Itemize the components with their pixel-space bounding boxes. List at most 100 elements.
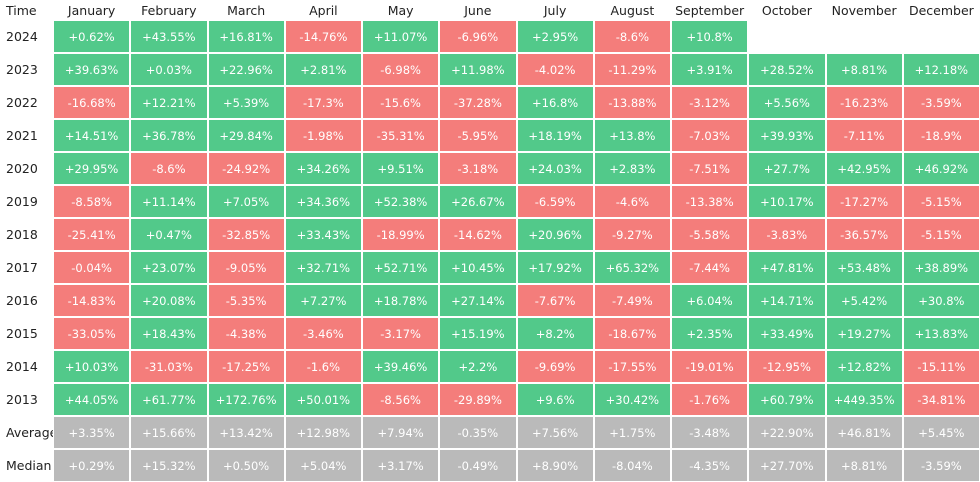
value-cell: +16.8% [516, 86, 594, 119]
value-cell: +32.71% [284, 251, 362, 284]
row-label: 2023 [6, 62, 38, 77]
value-cell: -17.25% [207, 350, 285, 383]
summary-cell: +8.81% [825, 449, 903, 482]
summary-cell: +46.81% [825, 416, 903, 449]
value-cell: -17.3% [284, 86, 362, 119]
value-cell: -5.58% [671, 218, 749, 251]
value-cell: +28.52% [748, 53, 826, 86]
value-cell: +10.17% [748, 185, 826, 218]
value-cell: -4.38% [207, 317, 285, 350]
summary-cell: +0.50% [207, 449, 285, 482]
value-cell: +10.8% [671, 20, 749, 53]
value-cell: -16.23% [825, 86, 903, 119]
value-cell: -18.99% [362, 218, 440, 251]
header-cell: November [831, 2, 897, 18]
summary-cell: +7.56% [516, 416, 594, 449]
value-cell: -25.41% [53, 218, 131, 251]
value-cell: +26.67% [439, 185, 517, 218]
summary-cell: -8.04% [593, 449, 671, 482]
value-cell: +9.6% [516, 383, 594, 416]
header-cell: August [610, 2, 655, 18]
summary-cell: +1.75% [593, 416, 671, 449]
value-cell: -24.92% [207, 152, 285, 185]
value-cell: -5.15% [902, 185, 980, 218]
summary-cell: +13.42% [207, 416, 285, 449]
value-cell: +29.84% [207, 119, 285, 152]
value-cell: -12.95% [748, 350, 826, 383]
value-cell: -1.98% [284, 119, 362, 152]
summary-cell: +5.04% [284, 449, 362, 482]
summary-cell: -3.48% [671, 416, 749, 449]
row-label: Average [6, 425, 58, 440]
value-cell: -5.15% [902, 218, 980, 251]
value-cell: +2.95% [516, 20, 594, 53]
header-cell: December [908, 2, 974, 18]
value-cell: +20.96% [516, 218, 594, 251]
value-cell: +10.45% [439, 251, 517, 284]
value-cell: -37.28% [439, 86, 517, 119]
value-cell: +2.2% [439, 350, 517, 383]
value-cell: +11.98% [439, 53, 517, 86]
value-cell: -18.9% [902, 119, 980, 152]
value-cell: +5.56% [748, 86, 826, 119]
value-cell: +27.7% [748, 152, 826, 185]
summary-cell: +7.94% [362, 416, 440, 449]
value-cell: -3.18% [439, 152, 517, 185]
value-cell: +7.05% [207, 185, 285, 218]
value-cell: +12.21% [130, 86, 208, 119]
value-cell: -11.29% [593, 53, 671, 86]
value-cell: -13.38% [671, 185, 749, 218]
value-cell: -18.67% [593, 317, 671, 350]
row-label: 2018 [6, 227, 38, 242]
value-cell: +449.35% [825, 383, 903, 416]
row-label: 2016 [6, 293, 38, 308]
value-cell: -4.02% [516, 53, 594, 86]
value-cell: -7.49% [593, 284, 671, 317]
row-label: 2020 [6, 161, 38, 176]
value-cell: +3.91% [671, 53, 749, 86]
value-cell: +65.32% [593, 251, 671, 284]
value-cell: -3.59% [902, 86, 980, 119]
value-cell: +11.14% [130, 185, 208, 218]
value-cell: +53.48% [825, 251, 903, 284]
value-cell: +29.95% [53, 152, 131, 185]
value-cell: +19.27% [825, 317, 903, 350]
value-cell: -9.05% [207, 251, 285, 284]
value-cell: +8.2% [516, 317, 594, 350]
value-cell: -14.62% [439, 218, 517, 251]
header-cell: February [141, 2, 197, 18]
value-cell: +36.78% [130, 119, 208, 152]
value-cell: -32.85% [207, 218, 285, 251]
value-cell: +38.89% [902, 251, 980, 284]
value-cell: -8.6% [130, 152, 208, 185]
value-cell: +34.26% [284, 152, 362, 185]
value-cell: +172.76% [207, 383, 285, 416]
summary-cell: -0.49% [439, 449, 517, 482]
summary-cell: -3.59% [902, 449, 980, 482]
value-cell: +9.51% [362, 152, 440, 185]
value-cell: +2.83% [593, 152, 671, 185]
value-cell: +27.14% [439, 284, 517, 317]
value-cell: +42.95% [825, 152, 903, 185]
value-cell: +61.77% [130, 383, 208, 416]
value-cell: -14.83% [53, 284, 131, 317]
value-cell: +5.39% [207, 86, 285, 119]
value-cell: +18.43% [130, 317, 208, 350]
value-cell: -6.96% [439, 20, 517, 53]
value-cell: -5.95% [439, 119, 517, 152]
value-cell: -35.31% [362, 119, 440, 152]
value-cell: +50.01% [284, 383, 362, 416]
value-cell: -7.44% [671, 251, 749, 284]
value-cell: -8.58% [53, 185, 131, 218]
value-cell: +14.71% [748, 284, 826, 317]
header-cell: April [309, 2, 338, 18]
value-cell: +13.83% [902, 317, 980, 350]
value-cell: +12.18% [902, 53, 980, 86]
value-cell: -15.11% [902, 350, 980, 383]
value-cell: +33.43% [284, 218, 362, 251]
value-cell: -4.6% [593, 185, 671, 218]
value-cell: +17.92% [516, 251, 594, 284]
value-cell: +10.03% [53, 350, 131, 383]
value-cell: -7.67% [516, 284, 594, 317]
row-label: 2019 [6, 194, 38, 209]
